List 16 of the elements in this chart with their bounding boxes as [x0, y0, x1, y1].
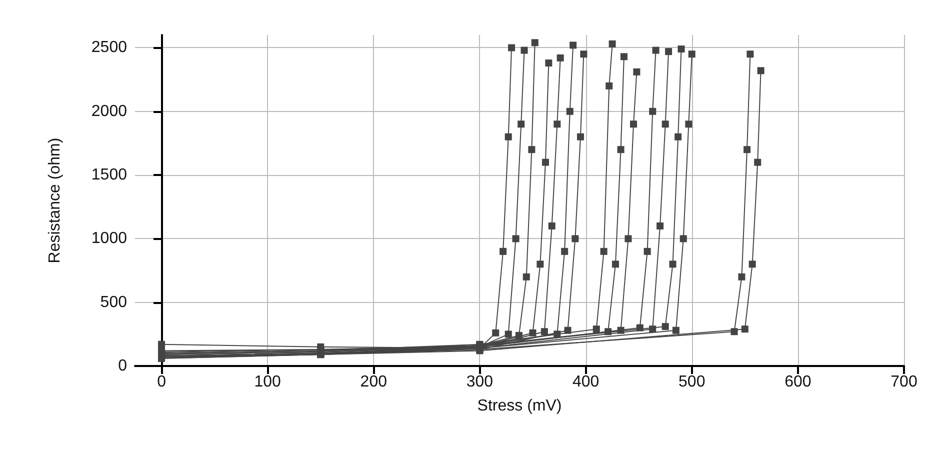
x-tick-label: 100: [254, 374, 282, 390]
y-tick-label: 1500: [91, 166, 128, 184]
x-tick-label: 0: [157, 374, 166, 390]
y-axis-title: Resistance (ohm): [46, 138, 64, 264]
y-tick-label: 1000: [91, 230, 128, 248]
x-tick-label: 300: [466, 374, 494, 390]
x-tick-label: 500: [678, 374, 706, 390]
x-tick-label: 600: [784, 374, 812, 390]
x-tick-label: 400: [572, 374, 600, 390]
x-tick-label: 200: [360, 374, 388, 390]
x-tick-label: 700: [890, 374, 918, 390]
y-tick-label: 2000: [91, 102, 128, 120]
y-tick-label: 0: [118, 358, 128, 374]
y-tick-label: 2500: [91, 39, 128, 56]
x-axis-title: Stress (mV): [477, 398, 562, 414]
y-tick-label: 500: [100, 294, 128, 311]
